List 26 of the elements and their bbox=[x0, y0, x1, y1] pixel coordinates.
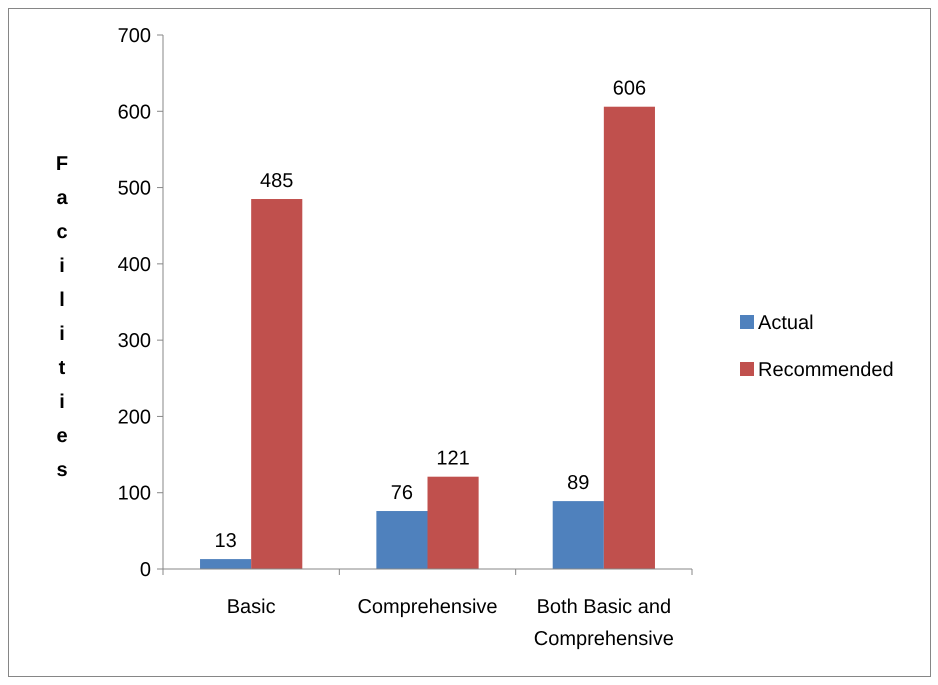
data-label: 76 bbox=[390, 482, 414, 504]
x-tick-label: Comprehensive bbox=[357, 596, 498, 618]
legend-label: Recommended bbox=[758, 359, 894, 381]
y-tick-label: 0 bbox=[140, 559, 151, 581]
data-label: 121 bbox=[436, 448, 470, 470]
data-label: 89 bbox=[567, 472, 590, 494]
bar bbox=[428, 476, 479, 569]
bar bbox=[251, 199, 302, 569]
data-label: 485 bbox=[260, 170, 294, 192]
x-tick-label: Both Basic and Comprehensive bbox=[534, 596, 674, 650]
y-tick-label: 600 bbox=[118, 101, 151, 124]
x-tick-label: Basic bbox=[226, 596, 276, 618]
y-tick-label: 200 bbox=[118, 406, 151, 428]
data-label: 13 bbox=[214, 530, 237, 552]
text: Facilities bbox=[56, 153, 68, 481]
bar bbox=[376, 511, 428, 569]
bar bbox=[552, 501, 604, 569]
y-tick-label: 300 bbox=[118, 330, 151, 352]
y-tick-label: 100 bbox=[118, 482, 151, 505]
bar bbox=[200, 559, 252, 569]
bar bbox=[604, 106, 655, 569]
y-tick-label: 400 bbox=[118, 254, 151, 276]
y-tick-label: 500 bbox=[118, 178, 151, 200]
y-tick-label: 700 bbox=[118, 25, 151, 47]
data-label: 606 bbox=[612, 78, 646, 100]
legend-label: Actual bbox=[758, 312, 814, 334]
